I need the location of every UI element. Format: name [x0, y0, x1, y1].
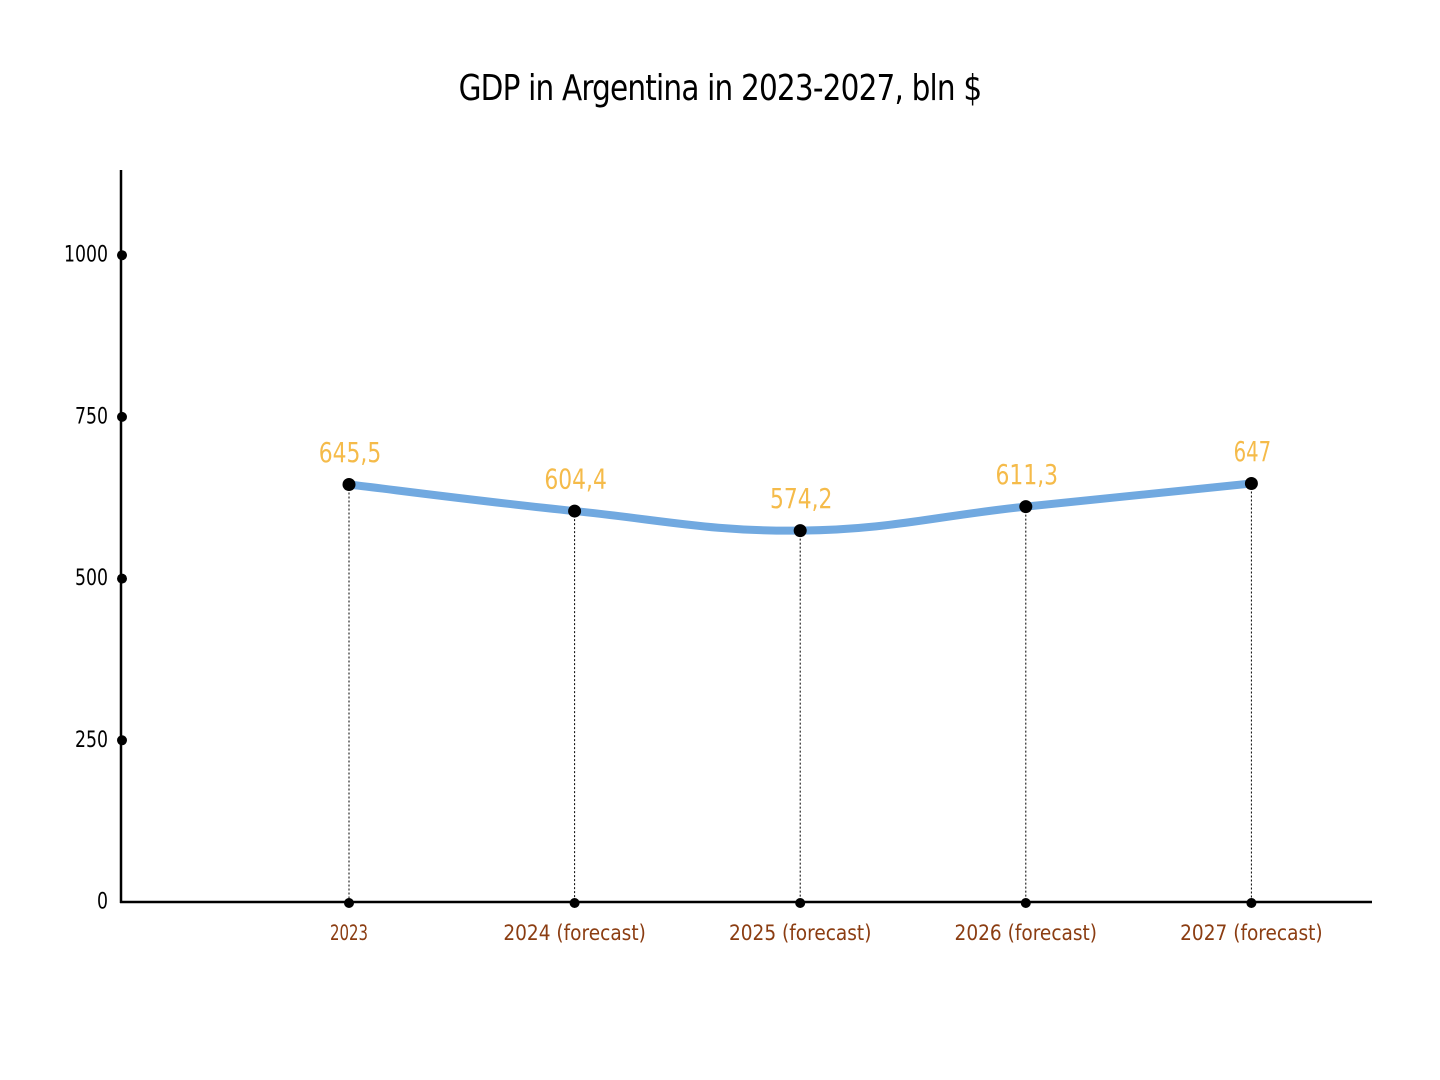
data-label: 604,4 — [544, 463, 607, 496]
data-point — [1019, 500, 1033, 514]
data-label: 611,3 — [996, 458, 1059, 491]
y-tick-label: 750 — [75, 404, 108, 429]
x-tick-label: 2027 (forecast) — [1180, 921, 1323, 945]
data-point — [793, 524, 807, 538]
x-tick-label: 2025 (forecast) — [729, 921, 872, 945]
data-label: 645,5 — [319, 436, 382, 469]
y-tick-dot — [117, 573, 127, 584]
x-tick-dot — [1020, 898, 1031, 908]
drop-lines — [348, 483, 1252, 902]
data-label: 647 — [1234, 435, 1272, 468]
data-point — [568, 504, 582, 518]
x-tick-dot — [344, 898, 354, 908]
x-tick-dot — [569, 898, 580, 908]
data-point — [342, 477, 356, 491]
y-tick-dot — [117, 411, 127, 422]
y-tick-dot — [117, 250, 127, 261]
x-tick-label: 2023 — [330, 921, 368, 945]
y-tick-dot — [117, 735, 127, 746]
chart-title: GDP in Argentina in 2023-2027, bln $ — [458, 68, 983, 109]
x-tick-dot — [1246, 898, 1257, 908]
x-tick-label: 2024 (forecast) — [503, 921, 646, 945]
y-tick-label: 1000 — [64, 243, 108, 268]
y-ticks: 0 250 500 750 1000 — [64, 243, 127, 915]
x-tick-dot — [795, 898, 806, 908]
data-label: 574,2 — [770, 482, 833, 515]
y-tick-label: 250 — [75, 728, 108, 753]
y-tick-label: 0 — [97, 890, 108, 915]
y-tick-label: 500 — [75, 566, 108, 591]
data-labels: 645,5 604,4 574,2 611,3 647 — [319, 435, 1271, 515]
data-markers — [342, 477, 1258, 538]
x-tick-label: 2026 (forecast) — [955, 921, 1098, 945]
x-ticks: 2023 2024 (forecast) 2025 (forecast) 2026 (… — [330, 898, 1323, 945]
data-point — [1244, 477, 1258, 491]
